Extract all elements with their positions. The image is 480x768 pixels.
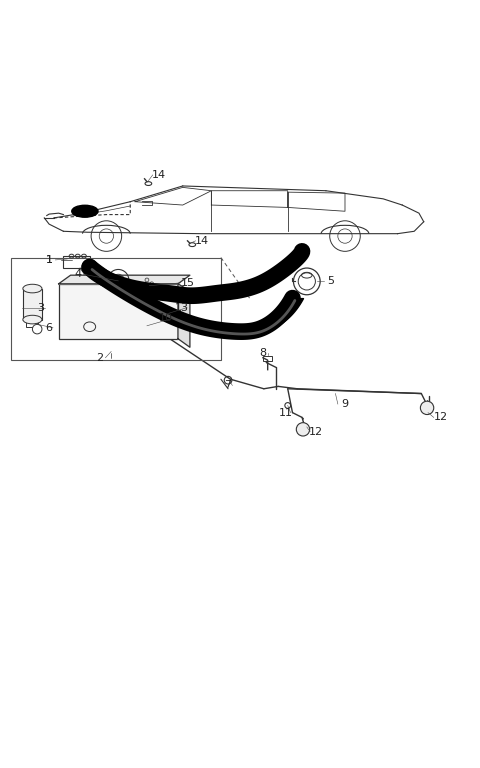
Text: 14: 14 <box>195 236 209 246</box>
Circle shape <box>33 324 42 334</box>
Circle shape <box>296 422 310 436</box>
Bar <box>26 319 38 326</box>
Circle shape <box>150 282 154 286</box>
Circle shape <box>420 401 434 415</box>
Text: 11: 11 <box>278 408 292 418</box>
Text: 13: 13 <box>175 303 189 313</box>
Polygon shape <box>178 284 190 347</box>
Ellipse shape <box>23 316 42 324</box>
Circle shape <box>145 278 149 282</box>
Text: 4: 4 <box>74 270 81 280</box>
Circle shape <box>159 290 163 293</box>
Text: 5: 5 <box>327 276 334 286</box>
Ellipse shape <box>23 284 42 293</box>
Polygon shape <box>59 275 190 284</box>
Text: 9: 9 <box>341 399 348 409</box>
Text: 7: 7 <box>224 380 231 390</box>
Text: 10: 10 <box>159 313 173 323</box>
Ellipse shape <box>72 205 98 217</box>
Bar <box>63 256 90 268</box>
Text: 12: 12 <box>433 412 447 422</box>
Circle shape <box>155 286 158 290</box>
Bar <box>59 284 178 339</box>
Text: 8: 8 <box>259 348 266 358</box>
Text: 3: 3 <box>37 303 44 313</box>
Text: 12: 12 <box>309 427 324 437</box>
Text: 1: 1 <box>46 255 53 265</box>
Text: 15: 15 <box>180 278 194 288</box>
Bar <box>263 356 273 361</box>
Text: 2: 2 <box>96 353 103 362</box>
Bar <box>11 257 221 360</box>
Text: 6: 6 <box>46 323 53 333</box>
Text: 1: 1 <box>46 255 53 265</box>
Bar <box>23 289 42 319</box>
Circle shape <box>164 293 168 297</box>
Text: 14: 14 <box>152 170 166 180</box>
